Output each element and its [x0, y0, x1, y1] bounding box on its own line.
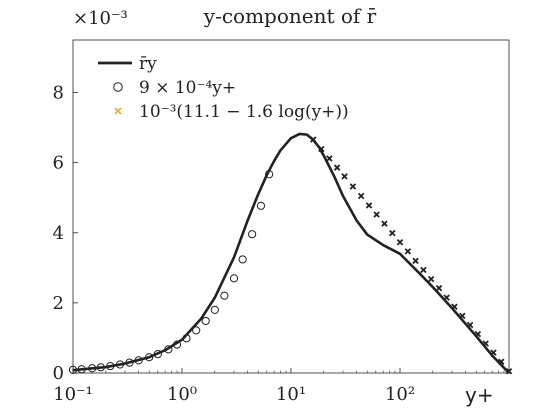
data-point-circle	[248, 230, 257, 239]
data-point-circle	[115, 360, 125, 369]
data-point-circle	[106, 361, 115, 371]
series-0	[72, 132, 510, 374]
y-tick-label: 6	[53, 153, 64, 174]
x-tick-label: 10⁻¹	[53, 384, 93, 405]
data-point-circle	[201, 316, 210, 326]
data-point-x	[404, 248, 412, 255]
series-1	[68, 170, 274, 374]
data-point-x	[474, 330, 482, 338]
data-point-x	[420, 266, 427, 274]
data-point-x	[365, 202, 373, 209]
data-point-x	[389, 229, 396, 237]
chart-title: y-component of r̄	[203, 4, 377, 28]
legend: r̄y 9 × 10⁻⁴y+ 10⁻³(11.1 − 1.6 log(y+))	[98, 54, 349, 122]
data-point-circle	[256, 201, 266, 210]
series-line	[72, 132, 510, 374]
x-tick-label: 10²	[385, 384, 415, 405]
data-point-circle	[153, 349, 162, 359]
legend-circle-swatch	[113, 82, 123, 92]
data-point-x	[341, 173, 348, 180]
y-axis-multiplier: ×10⁻³	[73, 8, 128, 29]
data-point-circle	[238, 255, 247, 264]
data-point-circle	[229, 274, 239, 283]
legend-label-linear: 9 × 10⁻⁴y+	[139, 78, 236, 98]
data-point-x	[310, 136, 317, 143]
data-point-circle	[172, 340, 182, 349]
data-point-x	[427, 275, 435, 283]
series-2	[310, 136, 513, 375]
y-tick-label: 8	[53, 83, 64, 104]
axis-ticks: 10⁻¹ 10⁰ 10¹ 10² 0 2 4 6 8	[53, 83, 505, 405]
data-point-circle	[77, 365, 86, 374]
data-point-circle	[192, 326, 201, 335]
data-point-x	[505, 368, 513, 375]
data-point-x	[318, 145, 325, 153]
data-point-x	[349, 183, 357, 190]
x-axis-label: y+	[465, 383, 494, 407]
y-tick-label: 4	[53, 223, 64, 244]
data-point-x	[490, 349, 497, 356]
data-point-x	[498, 358, 505, 366]
data-point-x	[412, 257, 419, 265]
data-point-circle	[145, 353, 154, 362]
data-point-circle	[265, 170, 274, 179]
data-point-x	[451, 303, 458, 310]
legend-x-swatch	[114, 107, 122, 115]
x-tick-label: 10⁰	[167, 384, 197, 405]
data-point-x	[443, 294, 450, 301]
data-point-x	[333, 164, 341, 171]
data-point-x	[459, 312, 466, 320]
data-point-circle	[182, 334, 191, 343]
data-point-x	[482, 340, 489, 347]
data-point-x	[435, 284, 443, 292]
data-point-circle	[96, 363, 105, 372]
y-tick-label: 2	[53, 293, 64, 314]
data-point-circle	[125, 358, 134, 367]
data-point-circle	[68, 365, 78, 374]
y-tick-label: 0	[53, 363, 64, 384]
data-point-circle	[210, 305, 219, 315]
legend-label-log: 10⁻³(11.1 − 1.6 log(y+))	[139, 102, 349, 122]
data-point-circle	[220, 291, 229, 300]
series-layer	[68, 132, 513, 375]
data-point-circle	[134, 356, 143, 365]
data-point-x	[373, 211, 380, 218]
x-tick-label: 10¹	[276, 384, 306, 405]
data-point-circle	[164, 345, 173, 354]
data-point-x	[381, 220, 388, 227]
data-point-x	[326, 155, 333, 162]
data-point-x	[466, 321, 474, 329]
data-point-circle	[88, 364, 97, 373]
legend-label-ry: r̄y	[139, 54, 157, 74]
data-point-x	[357, 192, 365, 200]
data-point-x	[396, 239, 404, 246]
